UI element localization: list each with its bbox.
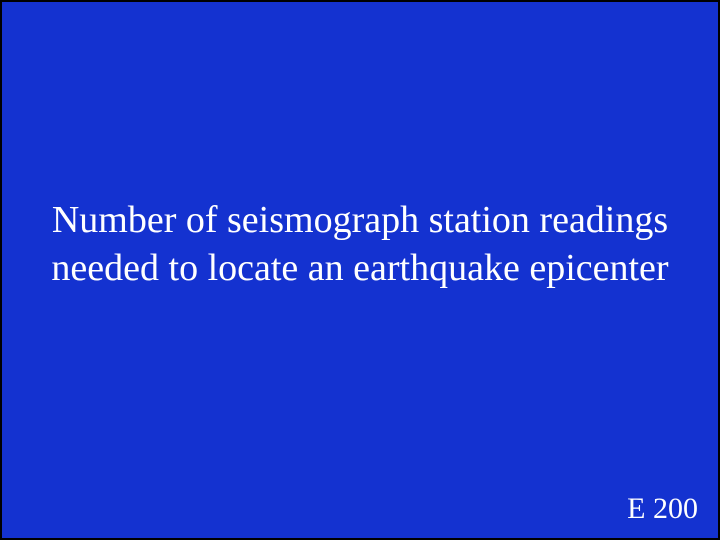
category-value-label: E 200 (627, 492, 698, 526)
jeopardy-slide: Number of seismograph station readings n… (0, 0, 720, 540)
clue-text: Number of seismograph station readings n… (2, 197, 718, 292)
